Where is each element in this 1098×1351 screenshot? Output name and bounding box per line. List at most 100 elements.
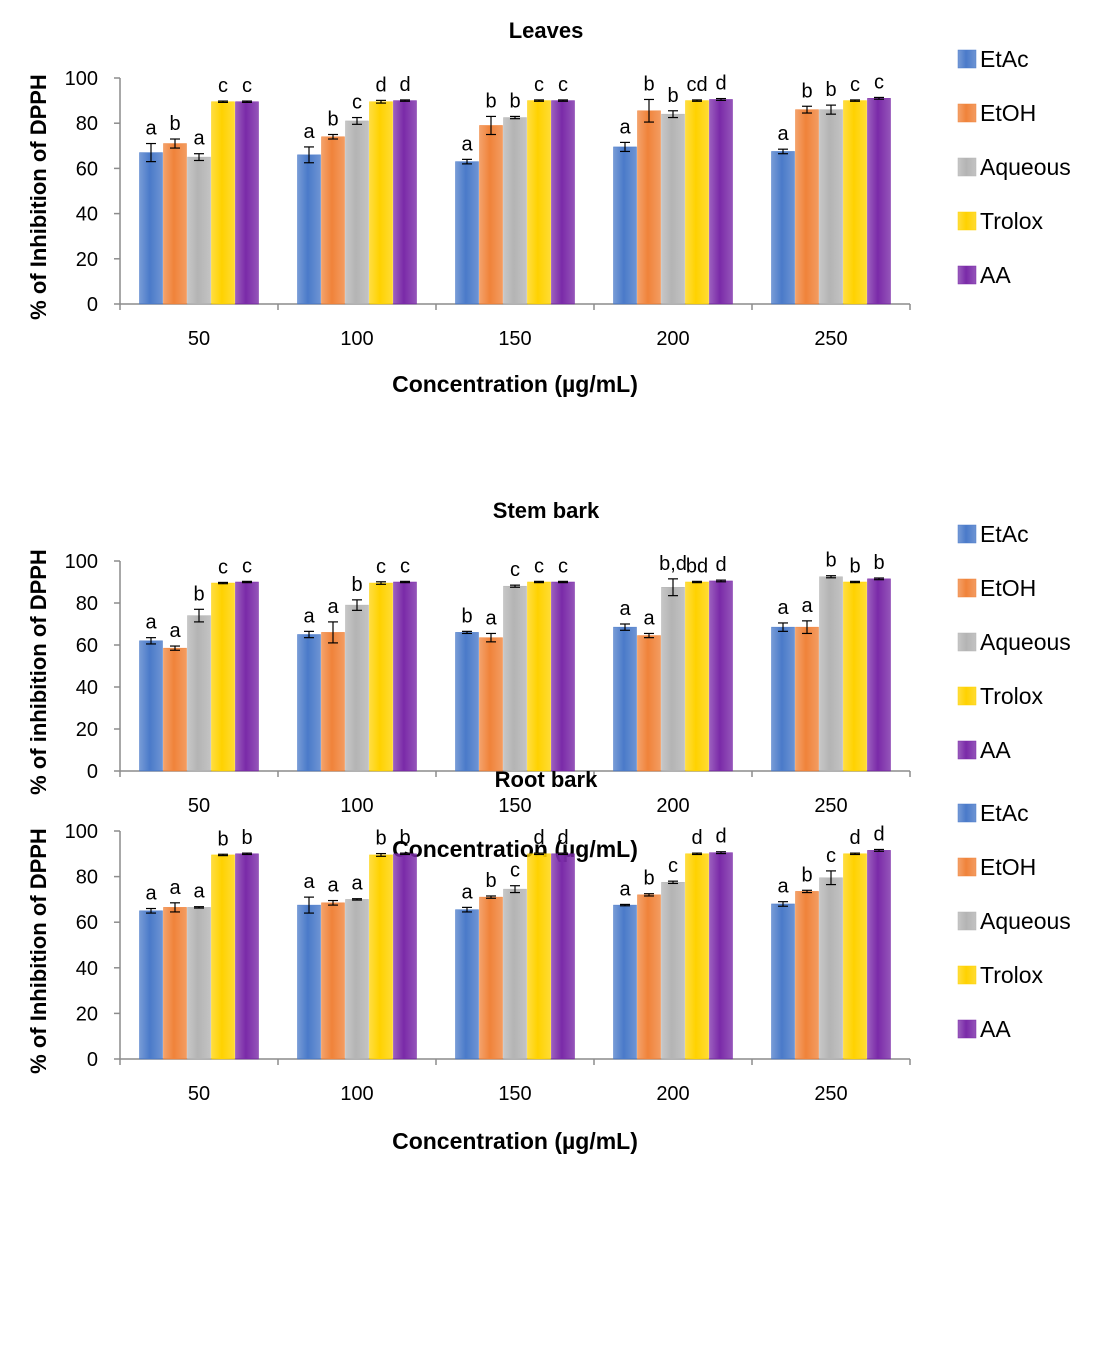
significance-label: c — [668, 855, 678, 877]
y-tick-label: 0 — [87, 761, 98, 783]
bar-etoh — [321, 632, 345, 772]
bar-aqueous — [661, 882, 685, 1060]
bar-trolox — [685, 581, 709, 772]
bar-aa — [235, 101, 259, 305]
bar-etac — [297, 904, 321, 1060]
significance-label: d — [375, 74, 386, 96]
significance-label: b — [375, 828, 386, 850]
x-tick-label: 50 — [188, 1083, 210, 1105]
significance-label: b — [643, 868, 654, 890]
chart-panel-2: Stem bark 0 20 40 60 80 100 % of inhibition of … — [26, 498, 1071, 862]
chart-panel-1: Leaves 0 20 40 60 80 100 % of Inhibition of DPP… — [26, 18, 1071, 397]
y-tick-label: 100 — [65, 551, 98, 573]
bar-aqueous — [345, 604, 369, 772]
significance-label: a — [303, 871, 315, 893]
significance-label: b,d — [659, 553, 687, 575]
x-tick-label: 100 — [340, 795, 373, 817]
bar-aqueous — [345, 899, 369, 1060]
bar-trolox — [369, 582, 393, 772]
x-tick-label: 50 — [188, 328, 210, 350]
legend-label: Aqueous — [980, 908, 1071, 934]
x-tick-label: 100 — [340, 1083, 373, 1105]
x-tick-label: 250 — [814, 1083, 847, 1105]
legend-swatch-etoh — [957, 857, 977, 877]
significance-label: a — [351, 873, 363, 895]
bar-aa — [709, 852, 733, 1060]
y-tick-label: 40 — [76, 958, 98, 980]
significance-label: a — [169, 877, 181, 899]
legend-label: EtOH — [980, 100, 1036, 126]
significance-label: a — [619, 116, 631, 138]
bar-trolox — [211, 854, 235, 1060]
bar-etac — [139, 910, 163, 1060]
x-tick-label: 200 — [656, 1083, 689, 1105]
bar-aa — [393, 100, 417, 305]
significance-label: c — [400, 555, 410, 577]
significance-label: a — [169, 620, 181, 642]
bar-trolox — [527, 853, 551, 1060]
significance-label: c — [376, 556, 386, 578]
bar-aqueous — [503, 585, 527, 772]
significance-label: d — [715, 554, 726, 576]
significance-label: b — [509, 90, 520, 112]
legend-label: EtAc — [980, 46, 1029, 72]
legend-swatch-aa — [957, 740, 977, 760]
significance-label: b — [169, 113, 180, 135]
significance-label: b — [399, 827, 410, 849]
legend-swatch-etoh — [957, 578, 977, 598]
significance-label: d — [849, 827, 860, 849]
bar-etoh — [163, 647, 187, 772]
legend-label: EtOH — [980, 854, 1036, 880]
bar-trolox — [843, 581, 867, 772]
significance-label: a — [303, 121, 315, 143]
legend-swatch-aa — [957, 265, 977, 285]
bar-etoh — [795, 626, 819, 772]
significance-label: c — [874, 71, 884, 93]
bar-aqueous — [819, 877, 843, 1060]
significance-label: a — [801, 595, 813, 617]
bar-aa — [393, 581, 417, 772]
bar-trolox — [369, 101, 393, 305]
bar-etac — [613, 146, 637, 305]
bar-aa — [551, 853, 575, 1060]
significance-label: a — [193, 128, 205, 150]
significance-label: c — [558, 74, 568, 96]
bar-etac — [771, 151, 795, 305]
legend-label: Trolox — [980, 683, 1044, 709]
significance-label: c — [534, 74, 544, 96]
significance-label: c — [242, 555, 252, 577]
significance-label: c — [510, 860, 520, 882]
bar-etac — [139, 640, 163, 772]
bar-etac — [771, 626, 795, 772]
bar-etac — [455, 632, 479, 772]
x-tick-label: 150 — [498, 328, 531, 350]
significance-label: d — [533, 827, 544, 849]
legend-swatch-aqueous — [957, 632, 977, 652]
x-tick-label: 250 — [814, 328, 847, 350]
bar-aqueous — [661, 587, 685, 772]
y-tick-label: 60 — [76, 912, 98, 934]
significance-label: c — [242, 75, 252, 97]
bar-trolox — [685, 853, 709, 1060]
bar-trolox — [843, 853, 867, 1060]
legend-label: Aqueous — [980, 629, 1071, 655]
bar-trolox — [211, 101, 235, 305]
significance-label: b — [849, 555, 860, 577]
significance-label: c — [850, 74, 860, 96]
y-tick-label: 60 — [76, 635, 98, 657]
bar-trolox — [369, 854, 393, 1060]
bar-trolox — [211, 582, 235, 772]
bar-etoh — [479, 896, 503, 1060]
significance-label: a — [461, 133, 473, 155]
bar-etac — [771, 903, 795, 1060]
x-tick-label: 250 — [814, 795, 847, 817]
legend-label: EtOH — [980, 575, 1036, 601]
bar-etac — [455, 161, 479, 305]
y-tick-label: 20 — [76, 719, 98, 741]
significance-label: a — [193, 881, 205, 903]
significance-label: b — [825, 79, 836, 101]
chart-title: Root bark — [495, 767, 598, 792]
bar-etac — [297, 634, 321, 772]
significance-label: a — [643, 607, 655, 629]
